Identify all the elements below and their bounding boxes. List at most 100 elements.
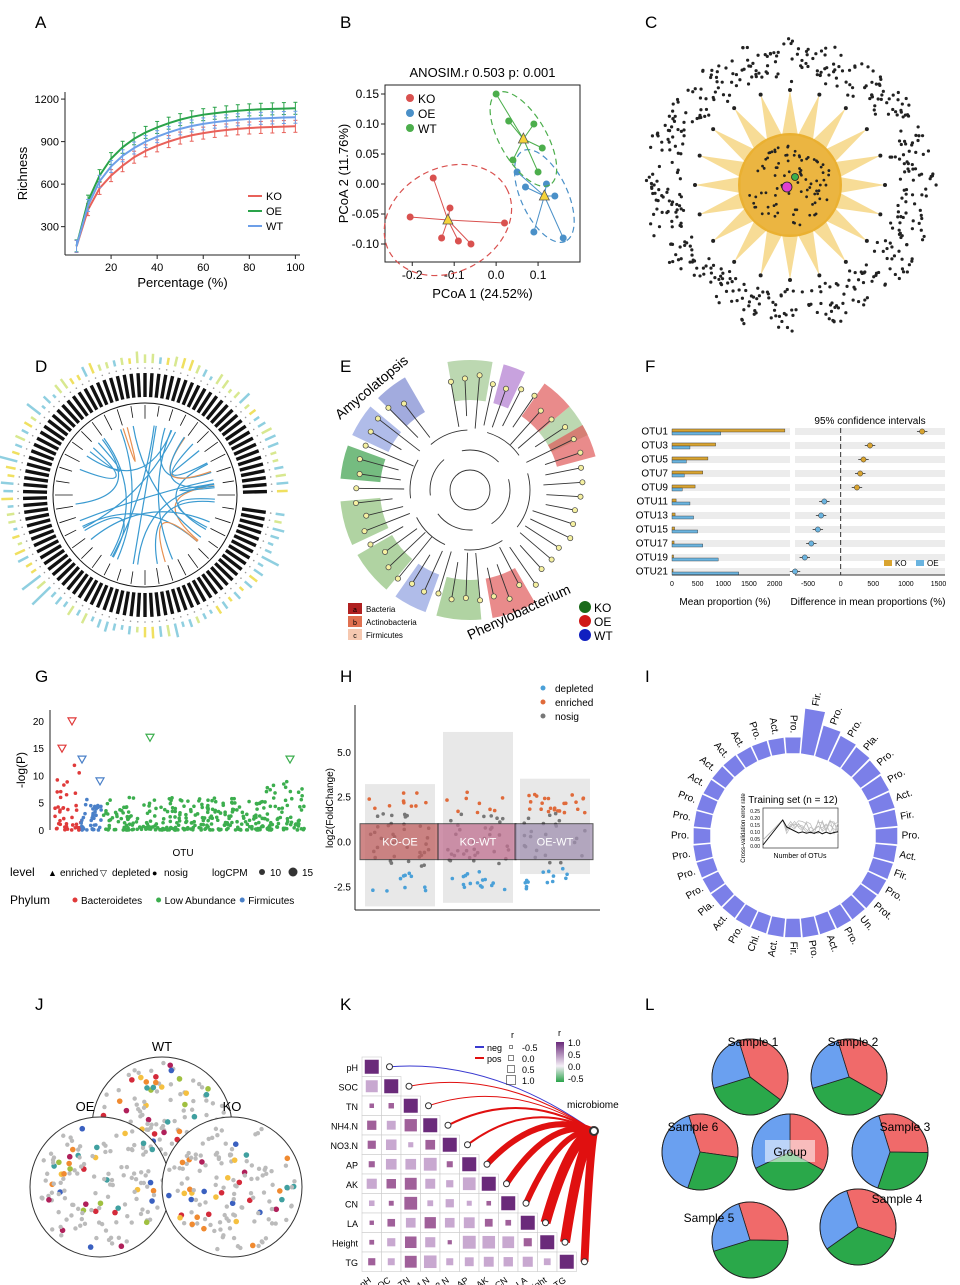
network-node xyxy=(670,125,674,129)
taxon-node xyxy=(269,1206,275,1212)
label-dot xyxy=(81,383,84,386)
clade-node xyxy=(367,541,374,548)
link-arc xyxy=(177,498,215,528)
track-bar xyxy=(95,584,109,609)
gene-point xyxy=(488,807,492,812)
otu-point xyxy=(289,820,294,825)
x-tick-label: -0.2 xyxy=(402,268,423,282)
clade-branch xyxy=(496,564,511,599)
heat-square xyxy=(423,1157,437,1171)
core-node xyxy=(818,183,822,187)
network-node xyxy=(928,177,932,181)
label-dot xyxy=(75,601,78,603)
bar-label: Act. xyxy=(711,740,731,760)
network-node xyxy=(724,66,728,70)
network-node xyxy=(742,67,746,71)
clade-node xyxy=(363,512,370,519)
otu-point xyxy=(170,809,175,814)
taxon-node xyxy=(264,1171,269,1176)
star-spoke xyxy=(760,94,783,141)
heat-square xyxy=(483,1256,494,1267)
taxon-node xyxy=(48,1151,54,1156)
network-node xyxy=(772,308,777,312)
depleted-marker xyxy=(284,755,296,765)
track-bar xyxy=(154,592,161,617)
outer-bar xyxy=(7,473,15,478)
network-node xyxy=(676,100,680,104)
taxon-node xyxy=(147,1179,154,1186)
gene-point xyxy=(375,814,380,819)
heat-square xyxy=(366,1178,377,1189)
heat-square xyxy=(403,1098,418,1113)
heat-square xyxy=(408,1142,414,1148)
clade-branch xyxy=(451,562,459,600)
link-anchor xyxy=(561,1238,569,1246)
network-node xyxy=(899,110,903,114)
taxon-node xyxy=(167,1167,172,1173)
clade-node xyxy=(506,595,513,602)
core-node xyxy=(785,153,789,157)
taxon-node xyxy=(152,1079,159,1086)
outer-bar xyxy=(66,605,75,616)
taxon-node xyxy=(56,1159,62,1166)
network-node xyxy=(920,134,925,138)
network-node xyxy=(657,164,662,169)
network-node xyxy=(709,75,713,80)
core-node xyxy=(827,169,831,172)
network-node xyxy=(800,58,804,63)
label-dot xyxy=(43,571,46,574)
network-node xyxy=(702,272,706,276)
bar-label: Act. xyxy=(766,939,780,958)
network-node xyxy=(828,303,833,307)
core-node xyxy=(815,179,819,183)
taxon-node xyxy=(238,1245,243,1251)
label-dot xyxy=(81,604,84,607)
label-dot xyxy=(75,387,78,389)
taxon-node xyxy=(249,1163,255,1168)
network-node xyxy=(699,87,703,91)
network-node xyxy=(647,175,651,179)
importance-bar xyxy=(785,918,801,938)
network-node xyxy=(727,93,732,97)
track-bar xyxy=(221,553,243,571)
gene-point xyxy=(477,870,482,874)
core-node xyxy=(774,166,778,170)
taxon-node xyxy=(66,1153,73,1160)
otu-point xyxy=(159,805,163,810)
bar-ko xyxy=(671,554,674,559)
taxon-node xyxy=(213,1126,219,1132)
importance-bar xyxy=(875,827,898,845)
network-node xyxy=(776,72,780,76)
outer-bar xyxy=(14,548,26,556)
outer-bar xyxy=(75,609,82,616)
pie-title: Sample 3 xyxy=(880,1120,931,1134)
label-dot xyxy=(271,490,273,493)
taxon-node xyxy=(284,1155,291,1162)
otu-point xyxy=(263,800,267,804)
otu-point xyxy=(245,812,249,817)
network-node xyxy=(903,170,907,174)
outer-bar xyxy=(276,481,289,485)
core-node xyxy=(764,191,768,195)
track-bar xyxy=(230,436,254,451)
bar-label: Pro. xyxy=(671,831,689,842)
core-node xyxy=(786,144,790,148)
legend-label: KO xyxy=(418,92,435,106)
track-bar xyxy=(39,544,62,560)
taxon-node xyxy=(232,1141,239,1147)
core-node xyxy=(760,212,764,216)
network-node xyxy=(666,187,670,191)
centroid-marker xyxy=(442,213,454,225)
bar-label: Act. xyxy=(767,717,781,736)
tree-branch xyxy=(157,406,160,417)
heat-square xyxy=(404,1196,418,1210)
sample-point-ko xyxy=(467,240,475,248)
taxon-node xyxy=(141,1105,147,1110)
network-node xyxy=(698,274,702,278)
taxon-node xyxy=(283,1163,289,1168)
sample-point-ko xyxy=(454,237,462,245)
network-node xyxy=(699,108,703,112)
y-tick-label: -0.10 xyxy=(352,237,380,251)
gene-point xyxy=(371,888,375,893)
clade-node xyxy=(362,442,369,449)
